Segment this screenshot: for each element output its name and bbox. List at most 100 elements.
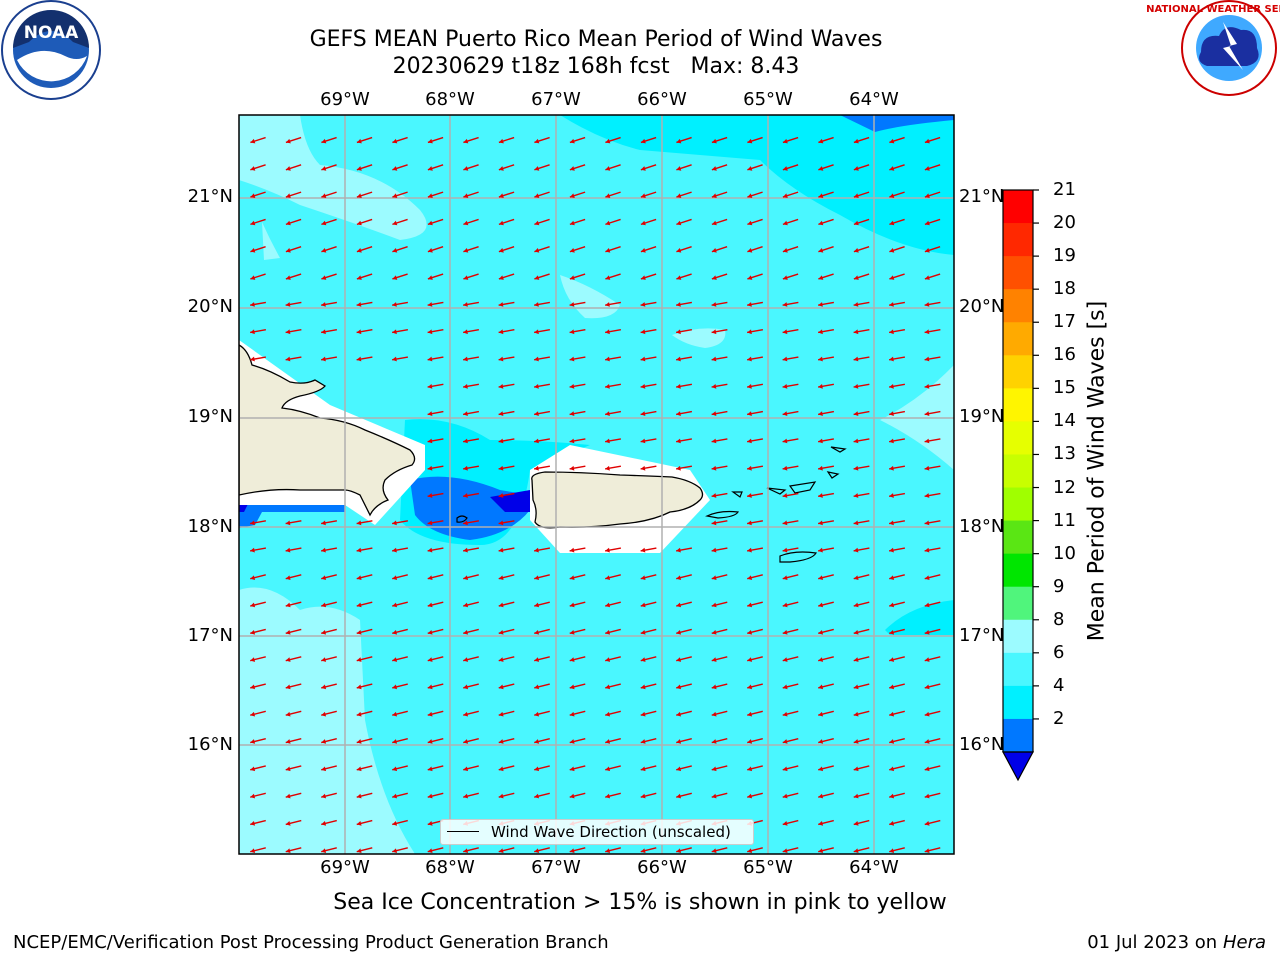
wave-direction-arrowhead bbox=[427, 793, 433, 799]
wave-direction-arrowhead bbox=[676, 684, 682, 690]
wave-direction-arrowhead bbox=[782, 193, 788, 198]
lon-tick-bottom-65w: 65°W bbox=[743, 857, 793, 878]
wave-direction-arrowhead bbox=[605, 766, 611, 772]
wave-direction-arrowhead bbox=[782, 629, 788, 635]
wave-direction-arrowhead bbox=[747, 575, 753, 580]
wave-direction-arrowhead bbox=[711, 547, 717, 553]
wave-direction-arrowhead bbox=[463, 383, 468, 389]
wave-direction-arrowhead bbox=[605, 220, 611, 226]
wave-direction-arrowhead bbox=[321, 547, 326, 553]
wave-direction-arrowhead bbox=[392, 684, 398, 690]
wave-direction-arrowhead bbox=[889, 547, 894, 553]
sea-ice-note: Sea Ice Concentration > 15% is shown in … bbox=[333, 890, 947, 915]
wave-direction-arrowhead bbox=[356, 275, 362, 280]
wave-direction-arrowhead bbox=[889, 193, 895, 198]
wave-period-4-6-region bbox=[560, 115, 954, 255]
wave-direction-arrowhead bbox=[640, 739, 646, 744]
wave-direction-arrowhead bbox=[498, 220, 504, 226]
wave-direction-arrowhead bbox=[818, 657, 824, 662]
wave-direction-arrowhead bbox=[640, 220, 646, 226]
wave-direction-arrowhead bbox=[818, 248, 824, 253]
wave-direction-arrowhead bbox=[321, 821, 327, 826]
wave-direction-arrowhead bbox=[321, 575, 327, 580]
wave-direction-arrowhead bbox=[534, 766, 540, 772]
wave-direction-arrowhead bbox=[782, 547, 788, 553]
wave-direction-arrowhead bbox=[711, 302, 717, 307]
lon-tick-top-69w: 69°W bbox=[320, 89, 370, 110]
wave-direction-arrowhead bbox=[285, 302, 291, 307]
lat-tick-left-17n: 17°N bbox=[187, 625, 233, 646]
wave-direction-arrowhead bbox=[853, 248, 859, 253]
wave-direction-arrowhead bbox=[356, 629, 362, 635]
wave-direction-arrowhead bbox=[711, 684, 717, 690]
wave-direction-arrowhead bbox=[818, 848, 824, 853]
wave-direction-arrowhead bbox=[676, 711, 682, 717]
wave-direction-arrowhead bbox=[250, 248, 256, 253]
colorbar bbox=[1001, 189, 1039, 782]
wave-direction-arrowhead bbox=[356, 602, 362, 608]
wave-direction-arrowhead bbox=[924, 602, 930, 608]
wave-direction-arrowhead bbox=[853, 329, 859, 335]
wave-direction-arrowhead bbox=[640, 575, 646, 580]
wave-direction-arrowhead bbox=[392, 547, 397, 553]
wave-period-2-4-region bbox=[840, 115, 954, 132]
wave-direction-arrowhead bbox=[321, 356, 326, 362]
wave-direction-arrowhead bbox=[569, 602, 575, 608]
wave-direction-arrowhead bbox=[569, 766, 575, 772]
wave-direction-arrowhead bbox=[427, 520, 433, 526]
wave-direction-arrowhead bbox=[427, 302, 433, 307]
colorbar-bin bbox=[1003, 586, 1033, 621]
wave-direction-arrowhead bbox=[640, 329, 646, 335]
colorbar-bin bbox=[1003, 487, 1033, 522]
wave-direction-arrowhead bbox=[640, 438, 646, 444]
colorbar-tick-label: 10 bbox=[1053, 542, 1076, 564]
wave-direction-arrowhead bbox=[321, 629, 327, 635]
wave-direction-arrowhead bbox=[676, 575, 682, 580]
footer-date: 01 Jul 2023 on Hera bbox=[1087, 932, 1266, 953]
colorbar-bin bbox=[1003, 256, 1033, 290]
wave-direction-arrowhead bbox=[534, 356, 539, 362]
wave-direction-arrowhead bbox=[250, 739, 256, 744]
wave-direction-arrowhead bbox=[356, 711, 362, 717]
wave-direction-arrowhead bbox=[853, 411, 859, 416]
wave-direction-arrowhead bbox=[640, 166, 646, 171]
lat-tick-right-20n: 20°N bbox=[959, 296, 1005, 317]
wave-direction-arrowhead bbox=[640, 193, 646, 198]
lon-tick-top-65w: 65°W bbox=[743, 89, 793, 110]
colorbar-tick-label: 20 bbox=[1053, 212, 1076, 234]
wave-direction-arrowhead bbox=[889, 166, 895, 171]
wave-direction-arrowhead bbox=[782, 248, 788, 253]
footer-credit: NCEP/EMC/Verification Post Processing Pr… bbox=[13, 932, 609, 953]
wave-direction-arrowhead bbox=[640, 411, 646, 416]
wave-direction-arrowhead bbox=[250, 629, 256, 635]
colorbar-bin bbox=[1003, 388, 1033, 422]
wave-direction-arrowhead bbox=[747, 356, 752, 362]
wave-direction-arrowhead bbox=[818, 438, 823, 444]
wave-period-8-9-region bbox=[262, 222, 280, 260]
wave-direction-arrowhead bbox=[676, 220, 682, 226]
wave-direction-arrowhead bbox=[889, 138, 895, 144]
wave-direction-arrowhead bbox=[853, 138, 859, 144]
colorbar-bin bbox=[1003, 421, 1033, 455]
wave-direction-arrowhead bbox=[782, 302, 788, 307]
wave-direction-arrowhead bbox=[534, 848, 540, 853]
wave-direction-arrowhead bbox=[782, 848, 788, 853]
wave-direction-arrowhead bbox=[250, 138, 256, 144]
wave-direction-arrowhead bbox=[782, 275, 788, 280]
wave-direction-arrowhead bbox=[640, 356, 646, 362]
wave-direction-arrowhead bbox=[818, 138, 824, 144]
wave-direction-arrowhead bbox=[321, 138, 327, 144]
graticule bbox=[239, 115, 954, 854]
wave-direction-arrowhead bbox=[285, 575, 291, 580]
wave-direction-arrowhead bbox=[463, 793, 469, 799]
wave-direction-arrowhead bbox=[747, 793, 753, 799]
wave-direction-arrowhead bbox=[676, 629, 682, 635]
wave-direction-arrowhead bbox=[924, 684, 930, 690]
wave-direction-arrowhead bbox=[640, 711, 646, 717]
wave-direction-arrowhead bbox=[463, 711, 469, 717]
wave-direction-arrowhead bbox=[924, 657, 930, 662]
wave-direction-arrowhead bbox=[534, 193, 540, 198]
map-legend: Wind Wave Direction (unscaled) bbox=[440, 819, 754, 845]
mona-island bbox=[456, 515, 468, 523]
wave-direction-arrowhead bbox=[889, 356, 894, 362]
